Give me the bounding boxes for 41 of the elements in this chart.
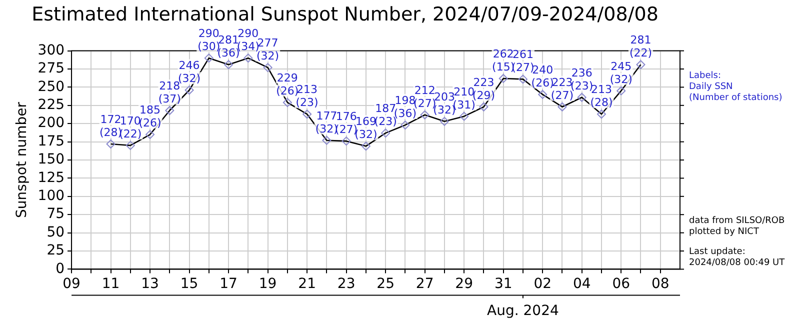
x-tick-label: 25 xyxy=(376,276,394,292)
x-tick-label: 31 xyxy=(494,276,512,292)
y-tick-label: 300 xyxy=(38,42,65,58)
x-tick-label: 13 xyxy=(141,276,159,292)
y-tick-label: 125 xyxy=(38,170,65,186)
text: Last update: 2024/08/08 00:49 UT xyxy=(689,247,786,268)
y-tick-label: 100 xyxy=(38,188,65,204)
text: Labels: Daily SSN (Number of stations) xyxy=(689,70,782,103)
data-label: 172 (28) xyxy=(99,112,122,139)
y-tick-label: 225 xyxy=(38,97,65,114)
y-tick-label: 50 xyxy=(46,224,65,240)
data-label: 281 (22) xyxy=(629,34,652,60)
data-label: 245 (32) xyxy=(610,60,632,86)
x-tick-label: 21 xyxy=(298,276,316,292)
x-tick-label: 06 xyxy=(612,276,630,292)
x-tick-label: 11 xyxy=(102,276,120,292)
y-tick-label: 250 xyxy=(38,78,65,95)
data-label: 261 (27) xyxy=(512,48,534,74)
y-tick-label: 200 xyxy=(38,115,65,132)
data-label: 177 (32) xyxy=(315,109,338,136)
y-tick-label: 0 xyxy=(56,260,65,277)
x-tick-label: 27 xyxy=(416,276,434,292)
y-tick-label: 275 xyxy=(38,60,65,77)
x-tick-label: 09 xyxy=(62,276,80,292)
x-tick-label: 17 xyxy=(220,276,238,292)
x-tick-label: 15 xyxy=(180,276,198,292)
data-label: 185 (26) xyxy=(138,104,162,130)
x-tick-label: 29 xyxy=(455,276,473,292)
x-tick-label: 02 xyxy=(534,276,552,292)
x-tick-label: 23 xyxy=(337,276,356,292)
x-tick-label: 19 xyxy=(258,276,277,292)
y-tick-label: 25 xyxy=(46,242,65,259)
x-tick-label: 04 xyxy=(572,276,591,292)
chart-title: Estimated International Sunspot Number, 2024/07/09-2024/08/08 xyxy=(32,3,658,26)
y-tick-label: 175 xyxy=(38,133,65,150)
y-tick-label: 75 xyxy=(46,206,65,222)
x-tick-label: 08 xyxy=(651,276,670,292)
text: data from SILSO/ROB plotted by NICT xyxy=(689,216,785,238)
y-tick-label: 150 xyxy=(38,152,65,168)
annotation: Aug. 2024 xyxy=(487,303,559,320)
y-axis-title: Sunspot number xyxy=(14,102,30,218)
